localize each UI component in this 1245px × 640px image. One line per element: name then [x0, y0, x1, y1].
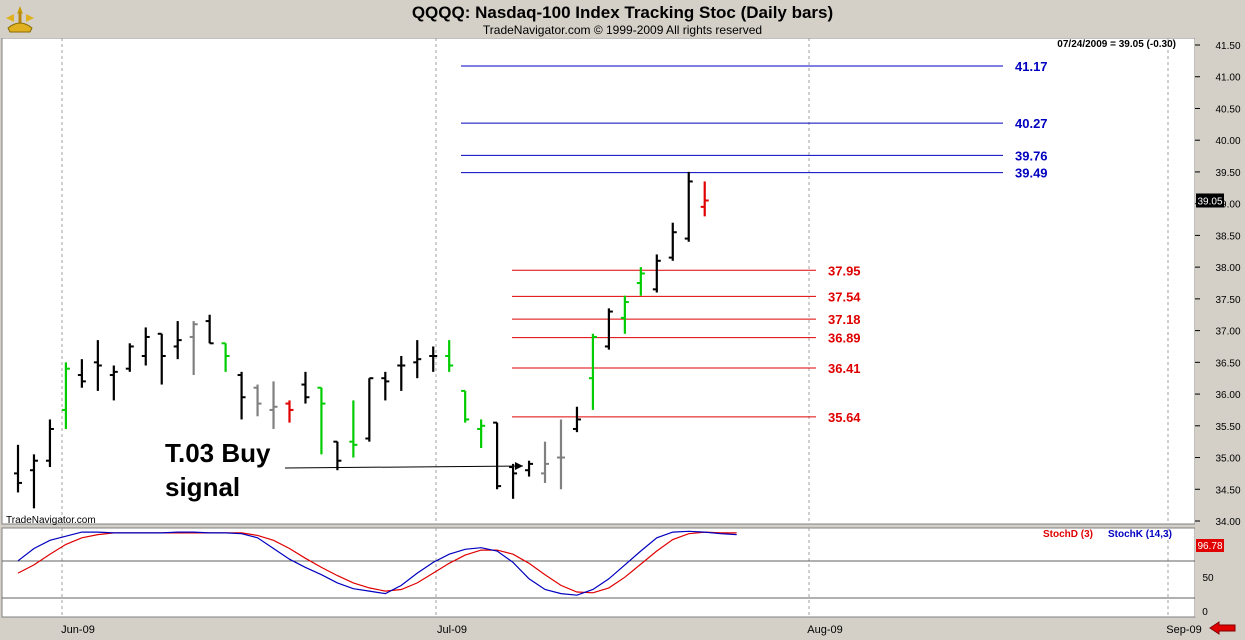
chart-header: QQQQ: Nasdaq-100 Index Tracking Stoc (Da…	[0, 0, 1245, 38]
y-tick-label: 39.00	[1215, 200, 1240, 211]
target-label-red: 37.54	[828, 289, 861, 304]
y-tick-label: 41.00	[1215, 73, 1240, 84]
target-label-red: 36.41	[828, 361, 861, 376]
y-tick-label: 35.00	[1215, 454, 1240, 465]
watermark: TradeNavigator.com	[6, 515, 96, 526]
scroll-left-arrow-icon[interactable]	[1209, 621, 1237, 635]
stoch-axis-label: 50	[1202, 573, 1214, 584]
chart-subtitle: TradeNavigator.com © 1999-2009 All right…	[482, 23, 763, 37]
target-label-red: 37.18	[828, 312, 861, 327]
target-label-blue: 39.76	[1015, 148, 1048, 163]
buy-signal-arrow-icon	[515, 462, 523, 470]
y-tick-label: 37.00	[1215, 327, 1240, 338]
stoch-value-label: 96.78	[1197, 541, 1222, 552]
target-label-blue: 40.27	[1015, 116, 1048, 131]
target-label-blue: 41.17	[1015, 59, 1048, 74]
y-tick-label: 41.50	[1215, 41, 1240, 52]
quote-info: 07/24/2009 = 39.05 (-0.30)	[1057, 39, 1176, 50]
y-tick-label: 37.50	[1215, 295, 1240, 306]
y-tick-label: 35.50	[1215, 422, 1240, 433]
y-axis-panel	[1195, 38, 1245, 617]
trade-navigator-logo-icon	[6, 6, 34, 33]
y-tick-label: 40.00	[1215, 136, 1240, 147]
y-tick-label: 39.50	[1215, 168, 1240, 179]
current-price-box	[1196, 193, 1224, 208]
buy-signal-label-line1: T.03 Buy	[165, 438, 271, 468]
indicator-panel	[1, 527, 1196, 618]
target-label-red: 37.95	[828, 263, 861, 278]
stoch-k-line	[17, 530, 737, 596]
target-label-red: 35.64	[828, 410, 861, 425]
price-panel	[1, 38, 1196, 525]
stoch-value-box	[1196, 539, 1224, 552]
y-tick-label: 34.50	[1215, 485, 1240, 496]
target-label-red: 36.89	[828, 331, 861, 346]
x-tick-label: Jul-09	[437, 624, 467, 636]
y-tick-label: 36.00	[1215, 390, 1240, 401]
current-price-label: 39.05	[1197, 196, 1222, 207]
price-chart[interactable]: Jun-09 Jul-09 Aug-09 Sep-09 34.00 34.50 35.00 3…	[0, 38, 1245, 640]
x-tick-label: Jun-09	[61, 624, 95, 636]
stoch-k-legend: StochK (14,3)	[1108, 529, 1172, 540]
y-tick-label: 36.50	[1215, 358, 1240, 369]
target-label-blue: 39.49	[1015, 166, 1048, 181]
stoch-d-legend: StochD (3)	[1043, 529, 1093, 540]
y-tick-label: 38.50	[1215, 231, 1240, 242]
buy-signal-line	[284, 465, 524, 469]
y-tick-label: 38.00	[1215, 263, 1240, 274]
x-tick-label: Sep-09	[1166, 624, 1201, 636]
y-tick-label: 40.50	[1215, 104, 1240, 115]
y-tick-label: 34.00	[1215, 517, 1240, 528]
buy-signal-label-line2: signal	[165, 472, 240, 502]
x-tick-label: Aug-09	[807, 624, 842, 636]
stoch-axis-label: 0	[1202, 607, 1208, 618]
chart-title: QQQQ: Nasdaq-100 Index Tracking Stoc (Da…	[411, 3, 834, 22]
